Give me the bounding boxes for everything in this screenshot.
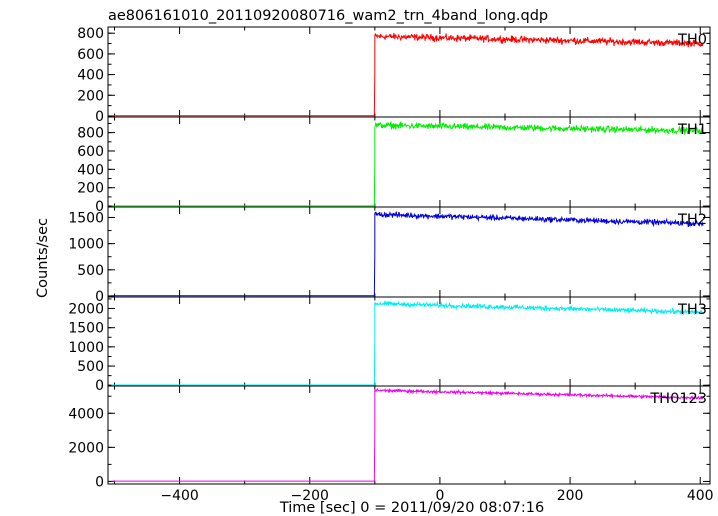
y-tick-label: 4000 (68, 406, 104, 422)
y-tick-label: 2000 (68, 440, 104, 456)
panel-label: TH1 (677, 122, 707, 138)
panel-label: TH3 (677, 302, 707, 318)
y-tick-label: 800 (77, 26, 104, 42)
y-tick-label: 1000 (68, 340, 104, 356)
x-tick-label: −200 (291, 488, 329, 504)
y-tick-label: 200 (77, 88, 104, 104)
series-line-th1 (111, 120, 704, 207)
y-axis-label: Counts/sec (35, 218, 51, 298)
y-tick-label: 0 (95, 378, 104, 394)
y-tick-label: 800 (77, 126, 104, 142)
panel-label: TH0123 (649, 391, 707, 407)
series-line-th2 (111, 210, 704, 297)
panels: 0 200 400 600 800 TH0 0 200 400 600 800 TH1 0 500 1000… (68, 26, 713, 504)
y-tick-label: 1000 (68, 237, 104, 253)
panel-label: TH2 (677, 212, 707, 228)
y-tick-label: 200 (77, 181, 104, 197)
y-tick-label: 0 (95, 109, 104, 125)
x-tick-label: −400 (160, 488, 198, 504)
y-tick-label: 1500 (68, 321, 104, 337)
panel-frame (107, 385, 711, 485)
y-tick-label: 500 (77, 263, 104, 279)
x-axis-label: Time [sec] 0 = 2011/09/20 08:07:16 (279, 500, 544, 516)
y-tick-label: 500 (77, 359, 104, 375)
y-tick-label: 0 (95, 199, 104, 215)
panel-th0123: 0 2000 4000 TH0123 (68, 385, 711, 490)
chart-title: ae806161010_20110920080716_wam2_trn_4ban… (108, 8, 548, 24)
y-tick-label: 400 (77, 162, 104, 178)
y-tick-label: 1500 (68, 210, 104, 226)
y-tick-label: 400 (77, 68, 104, 84)
x-tick-label: 0 (435, 488, 444, 504)
series-line-th0 (111, 32, 704, 117)
panel-th3: 0 500 1000 1500 2000 TH3 (68, 296, 711, 394)
y-tick-label: 2000 (68, 302, 104, 318)
panel-label: TH0 (677, 32, 707, 48)
series-line-th0123 (111, 387, 704, 482)
y-tick-label: 600 (77, 47, 104, 63)
y-tick-label: 0 (95, 474, 104, 490)
x-tick-label: 200 (557, 488, 584, 504)
y-tick-label: 0 (95, 289, 104, 305)
panel-th0: 0 200 400 600 800 TH0 (77, 26, 711, 125)
y-tick-label: 600 (77, 144, 104, 160)
panel-th2: 0 500 1000 1500 TH2 (68, 206, 711, 305)
panel-th1: 0 200 400 600 800 TH1 (77, 116, 711, 215)
series-line-th3 (111, 299, 704, 386)
x-tick-label: 400 (687, 488, 714, 504)
